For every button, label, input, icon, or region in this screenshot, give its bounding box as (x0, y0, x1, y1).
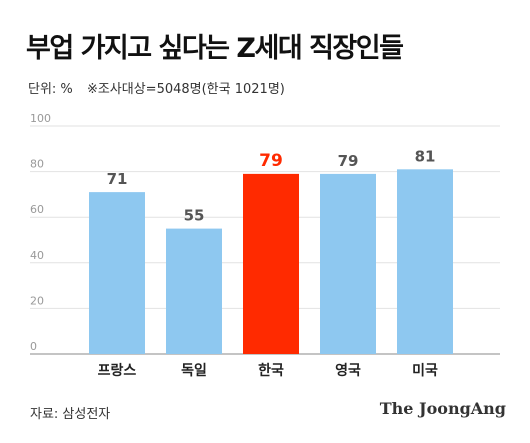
bar (166, 228, 222, 354)
x-category-label: 미국 (412, 363, 438, 379)
y-tick-label: 100 (30, 112, 51, 125)
x-category-label: 영국 (335, 362, 361, 379)
x-category-label: 한국 (258, 363, 284, 379)
bar (320, 173, 376, 354)
bar-value-label: 71 (107, 170, 128, 188)
bar-value-label: 79 (259, 151, 283, 171)
y-tick-label: 60 (30, 203, 44, 216)
source-label: 자료: 삼성전자 (30, 407, 111, 422)
bar-chart: 0 20 40 60 80 100 71 프랑스 55 독일 79 한국 79 영국 81 미국 (30, 112, 500, 379)
bar-value-label: 55 (184, 207, 205, 225)
survey-note: ※조사대상=5048명(한국 1021명) (86, 82, 285, 97)
y-tick-label: 20 (30, 294, 44, 307)
y-tick-label: 40 (30, 249, 44, 262)
bar (397, 169, 453, 354)
x-category-label: 프랑스 (98, 363, 137, 379)
y-tick-label: 80 (30, 158, 44, 171)
bar-highlight (243, 173, 299, 354)
x-category-label: 독일 (181, 363, 207, 379)
y-tick-label: 0 (30, 340, 37, 353)
bar (89, 192, 145, 354)
chart-subtitle: 단위: % ※조사대상=5048명(한국 1021명) (28, 78, 285, 97)
unit-label: 단위: % (28, 82, 73, 97)
bar-value-label: 81 (415, 147, 436, 165)
chart-title: 부업 가지고 싶다는 Z세대 직장인들 (26, 33, 404, 64)
brand-logo: The JoongAng (379, 399, 506, 418)
bar-value-label: 79 (338, 152, 359, 170)
